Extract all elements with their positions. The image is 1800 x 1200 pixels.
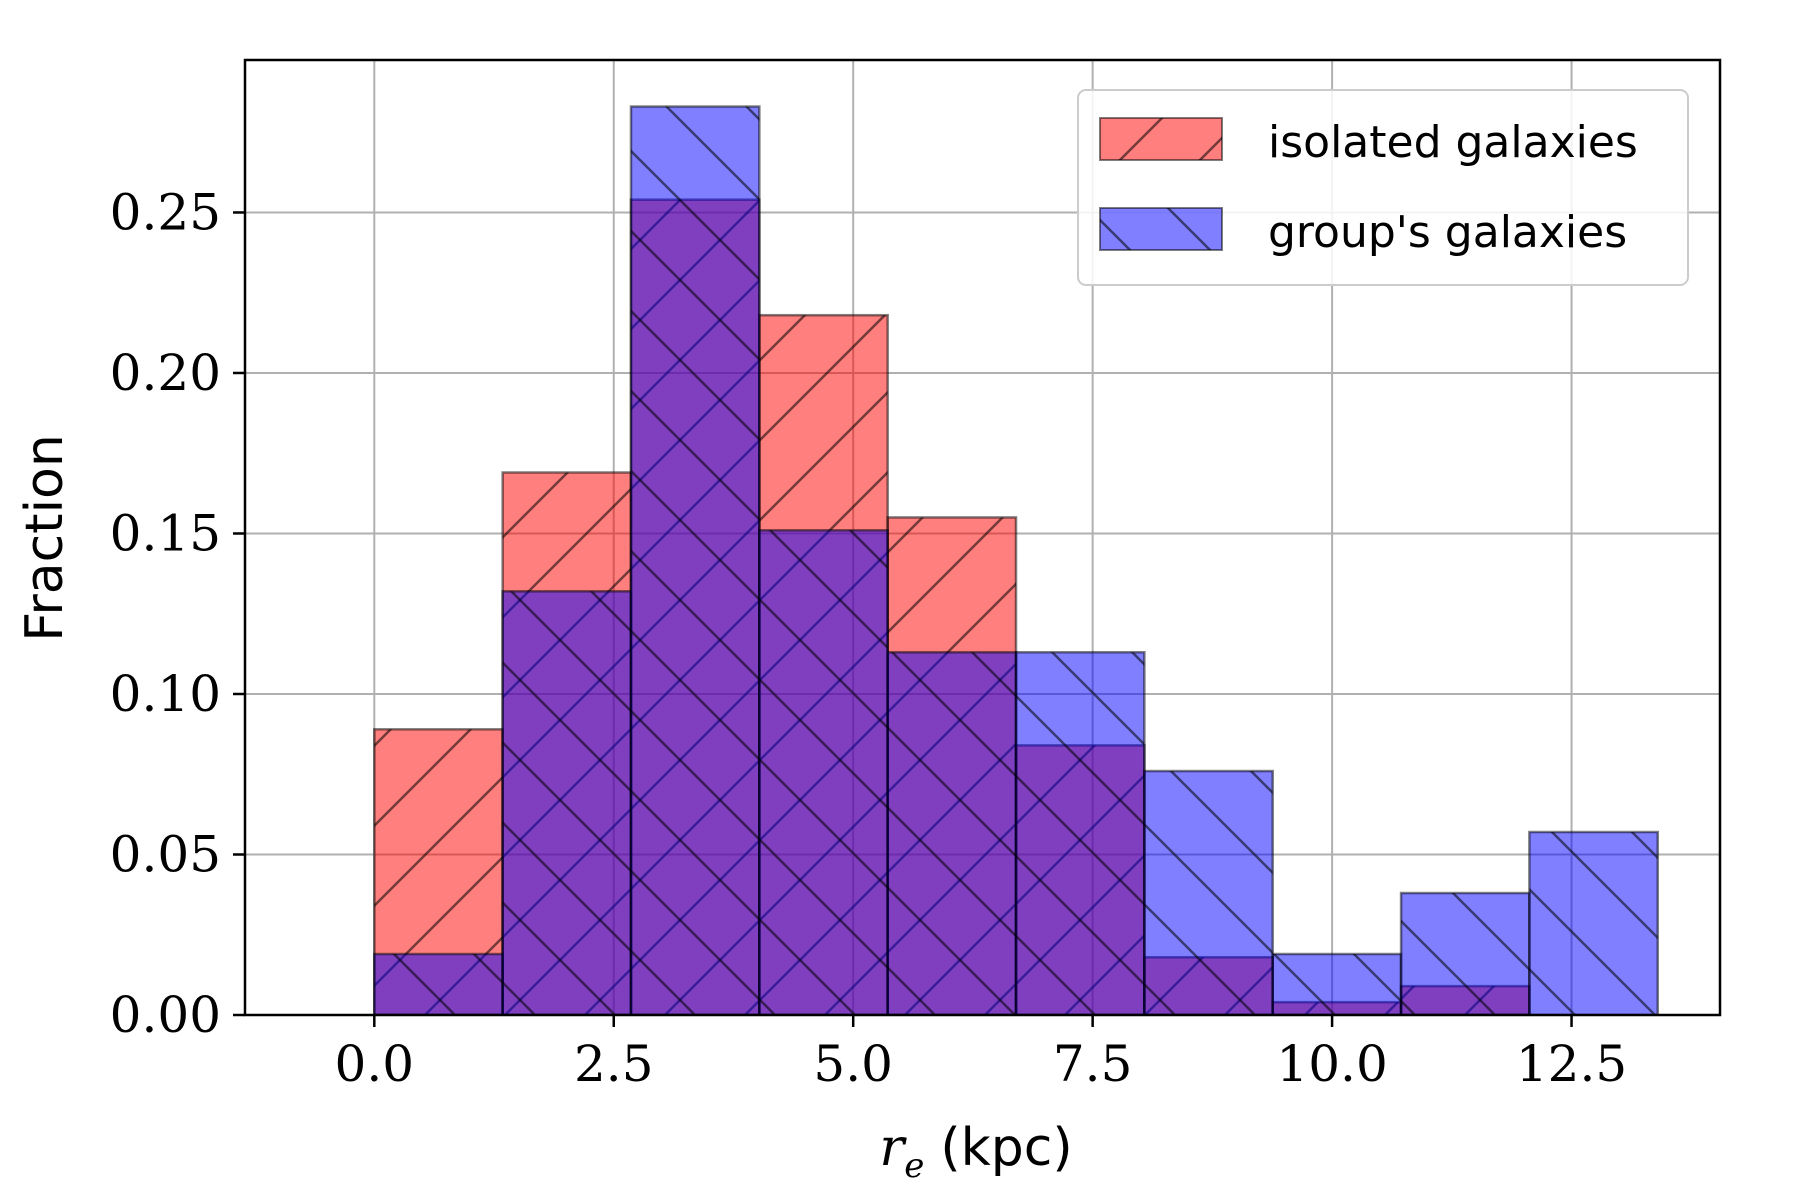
y-tick-label: 0.05 — [110, 825, 221, 883]
x-axis-symbol: r — [879, 1118, 907, 1178]
x-tick-label: 2.5 — [574, 1035, 654, 1093]
bar-group — [886, 651, 1018, 1015]
bar-group — [1271, 952, 1403, 1015]
bar-hatch-group — [1399, 891, 1531, 1015]
x-tick-label: 10.0 — [1276, 1035, 1387, 1093]
x-tick-label: 0.0 — [335, 1035, 415, 1093]
y-tick-label: 0.15 — [110, 504, 221, 562]
x-axis-label: re (kpc) — [879, 1118, 1072, 1186]
legend: isolated galaxies group's galaxies — [1077, 89, 1689, 286]
bar-group — [373, 952, 504, 1015]
x-axis-unit: (kpc) — [940, 1118, 1072, 1178]
bar-group — [1014, 651, 1146, 1015]
y-tick-label: 0.00 — [110, 986, 221, 1044]
y-tick-label: 0.10 — [110, 665, 221, 723]
bar-hatch-group — [1528, 830, 1659, 1015]
bar-group — [1399, 891, 1531, 1015]
plot-frame — [243, 58, 1722, 1017]
y-axis-label: Fraction — [15, 434, 75, 642]
x-tick-label: 5.0 — [813, 1035, 893, 1093]
bar-group — [501, 590, 633, 1015]
ticks: 0.0 2.5 5.0 7.5 10.0 12.5 0.00 0.05 0.10 0.15 0.20… — [110, 183, 1628, 1093]
bar-group — [1528, 830, 1659, 1015]
bar-hatch-group — [1271, 952, 1403, 1015]
bar-group — [758, 529, 889, 1015]
x-tick-label: 7.5 — [1053, 1035, 1133, 1093]
bar-group — [629, 105, 761, 1015]
legend-hatch-group — [1100, 208, 1222, 250]
bar-hatch-group — [373, 952, 504, 1015]
bar-hatch-group — [758, 529, 889, 1015]
legend-label-group: group's galaxies — [1268, 207, 1627, 258]
y-tick-label: 0.25 — [110, 183, 221, 241]
bar-hatch-group — [1014, 651, 1146, 1015]
bar-hatch-group — [629, 105, 761, 1015]
legend-hatch-isolated — [1100, 118, 1222, 160]
x-axis-subscript: e — [904, 1146, 924, 1186]
bar-hatch-group — [886, 651, 1018, 1015]
y-tick-label: 0.20 — [110, 344, 221, 402]
bar-hatch-group — [501, 590, 633, 1015]
bars — [373, 105, 1659, 1015]
legend-label-isolated: isolated galaxies — [1268, 117, 1638, 168]
legend-box — [1077, 89, 1689, 286]
bar-group — [1143, 769, 1274, 1015]
bar-hatch-group — [1143, 769, 1274, 1015]
x-tick-label: 12.5 — [1516, 1035, 1627, 1093]
